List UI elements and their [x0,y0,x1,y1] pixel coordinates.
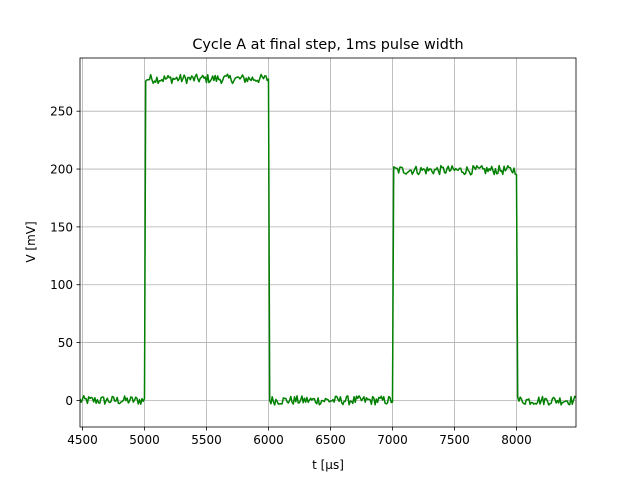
x-tick-label: 5500 [191,433,222,447]
x-tick-label: 6500 [315,433,346,447]
y-tick-label: 250 [50,105,73,119]
x-axis: 4500 5000 5500 6000 6500 7000 7500 8000 [67,427,532,447]
x-tick-label: 7500 [439,433,470,447]
y-tick-label: 200 [50,163,73,177]
chart-title: Cycle A at final step, 1ms pulse width [192,37,463,53]
series-line [80,73,576,406]
x-tick-label: 5000 [129,433,160,447]
axes-frame [79,57,577,428]
grid [80,58,576,427]
x-tick-label: 7000 [377,433,408,447]
y-tick-label: 0 [65,394,73,408]
y-tick-label: 100 [50,278,73,292]
x-axis-label: t [μs] [312,458,344,472]
y-axis-label: V [mV] [24,221,38,262]
y-tick-label: 50 [58,336,73,350]
y-axis: 0 50 100 150 200 250 [50,105,80,408]
plot-area [80,73,576,406]
x-tick-label: 4500 [67,433,98,447]
x-tick-label: 8000 [501,433,532,447]
x-tick-label: 6000 [253,433,284,447]
y-tick-label: 150 [50,220,73,234]
